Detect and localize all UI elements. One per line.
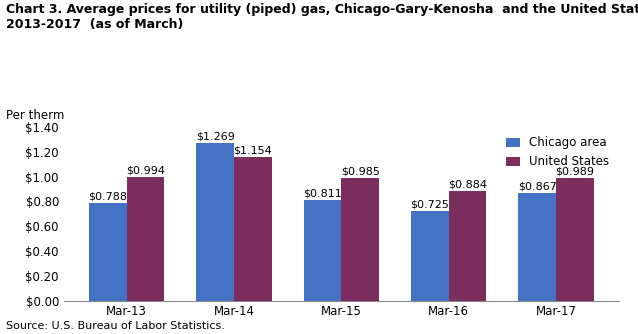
Text: $0.884: $0.884	[448, 179, 487, 189]
Text: $0.994: $0.994	[126, 166, 165, 176]
Text: $1.154: $1.154	[234, 146, 272, 156]
Text: Source: U.S. Bureau of Labor Statistics.: Source: U.S. Bureau of Labor Statistics.	[6, 321, 225, 331]
Text: $0.788: $0.788	[88, 191, 128, 201]
Legend: Chicago area, United States: Chicago area, United States	[502, 133, 613, 172]
Text: $1.269: $1.269	[196, 132, 235, 142]
Bar	[341, 178, 379, 301]
Text: $0.811: $0.811	[303, 188, 342, 198]
Text: Chart 3. Average prices for utility (piped) gas, Chicago-Gary-Kenosha  and the U: Chart 3. Average prices for utility (pip…	[6, 3, 638, 31]
Bar	[449, 191, 486, 301]
Bar	[234, 157, 272, 301]
Text: Per therm: Per therm	[6, 109, 64, 122]
Text: $0.985: $0.985	[341, 167, 380, 177]
Text: $0.867: $0.867	[518, 181, 557, 191]
Bar	[126, 177, 164, 301]
Bar	[556, 178, 593, 301]
Text: $0.725: $0.725	[410, 199, 449, 209]
Bar	[304, 200, 341, 301]
Bar	[411, 211, 449, 301]
Text: $0.989: $0.989	[555, 166, 595, 176]
Bar	[197, 143, 234, 301]
Bar	[89, 203, 126, 301]
Bar	[519, 193, 556, 301]
